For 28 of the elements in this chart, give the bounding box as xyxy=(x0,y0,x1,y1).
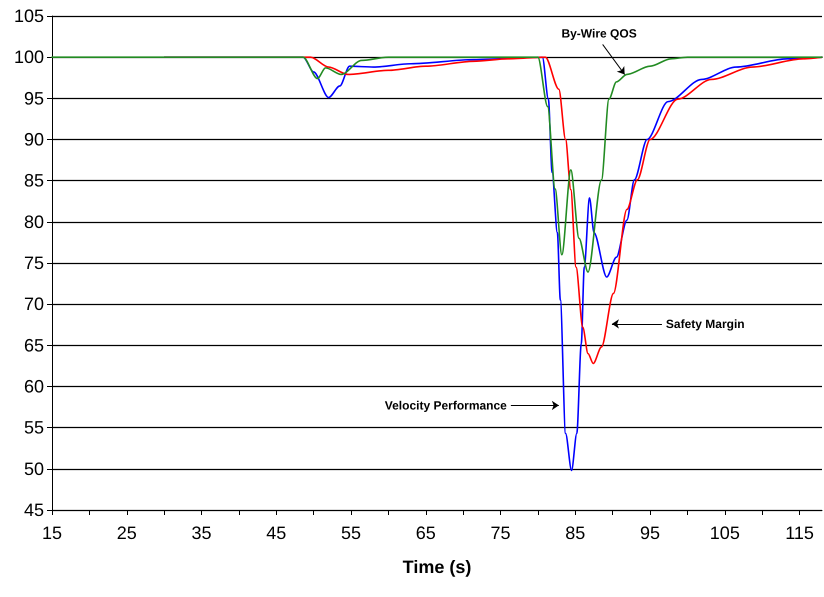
x-tick-label: 105 xyxy=(710,523,740,543)
x-tick-label: 95 xyxy=(640,523,660,543)
annotation: Velocity Performance xyxy=(384,398,508,412)
y-tick-label: 90 xyxy=(24,130,44,150)
x-tick-label: 55 xyxy=(341,523,362,543)
annotation: By-Wire QOS xyxy=(561,26,637,41)
y-tick-label: 75 xyxy=(24,253,44,273)
y-tick-label: 55 xyxy=(24,418,44,438)
x-tick-label: 85 xyxy=(565,523,586,543)
annotation: Safety Margin xyxy=(666,316,745,331)
y-tick-label: 50 xyxy=(24,458,44,479)
y-tick-label: 100 xyxy=(14,47,44,68)
x-tick-label: 15 xyxy=(42,523,62,543)
y-tick-label: 65 xyxy=(24,335,44,356)
y-tick-label: 70 xyxy=(24,294,44,314)
y-tick-label: 85 xyxy=(24,170,44,191)
x-axis-title: Time (s) xyxy=(402,557,472,577)
x-tick-label: 115 xyxy=(785,523,814,543)
y-tick-label: 105 xyxy=(14,6,44,26)
x-tick-label: 35 xyxy=(192,523,212,543)
x-tick-label: 75 xyxy=(490,523,511,543)
y-tick-label: 45 xyxy=(24,500,44,520)
x-tick-label: 25 xyxy=(116,523,137,543)
y-tick-label: 95 xyxy=(24,88,44,108)
y-tick-label: 80 xyxy=(24,212,44,232)
x-tick-label: 65 xyxy=(416,523,436,543)
x-tick-label: 45 xyxy=(266,523,286,543)
y-tick-label: 60 xyxy=(24,376,44,396)
